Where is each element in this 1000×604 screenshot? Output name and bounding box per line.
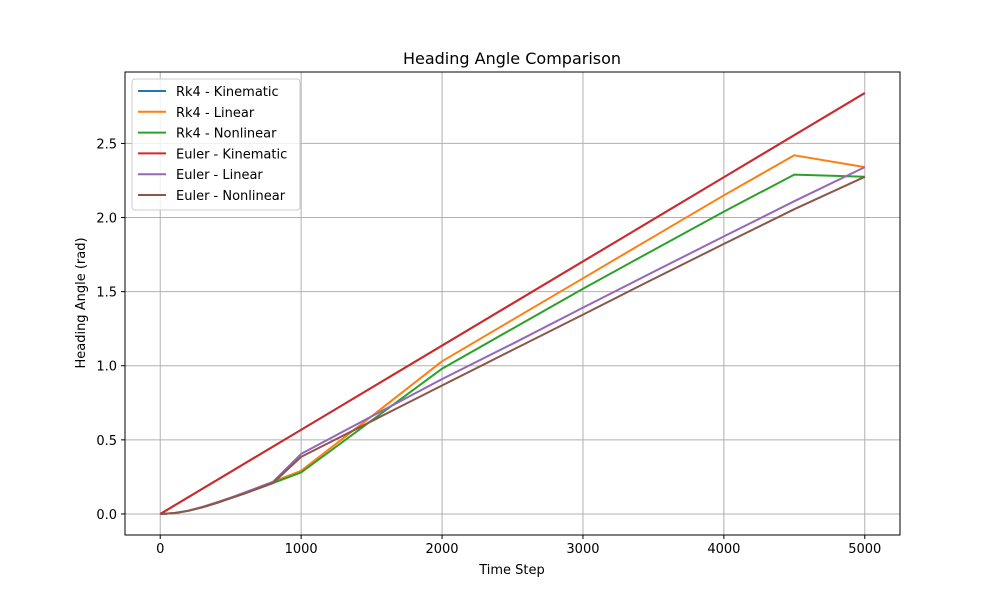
series-line-4 bbox=[159, 92, 866, 515]
legend: Rk4 - Kinematic Rk4 - Linear Rk4 - Nonline… bbox=[131, 78, 301, 211]
legend-label: Euler - Linear bbox=[176, 168, 263, 183]
y-tick-label: 2.0 bbox=[96, 212, 117, 227]
legend-label: Rk4 - Linear bbox=[176, 106, 255, 121]
x-tick-label: 0 bbox=[156, 542, 164, 557]
legend-label: Rk4 - Nonlinear bbox=[176, 127, 277, 142]
series-lines bbox=[159, 92, 866, 515]
y-tick-label: 1.5 bbox=[96, 286, 117, 301]
x-tick-label: 1000 bbox=[285, 542, 318, 557]
grid-lines bbox=[125, 72, 900, 535]
axis-ticks: 0 1000 2000 3000 4000 5000 0.0 0.5 1.0 1.5 2.0 2.5 bbox=[96, 137, 881, 557]
y-tick-label: 0.5 bbox=[96, 434, 117, 449]
x-tick-label: 2000 bbox=[425, 542, 458, 557]
y-axis-label: Heading Angle (rad) bbox=[74, 237, 89, 368]
x-tick-label: 5000 bbox=[848, 542, 881, 557]
y-tick-label: 0.0 bbox=[96, 508, 117, 523]
plot-area-frame bbox=[124, 71, 901, 536]
y-tick-label: 1.0 bbox=[96, 360, 117, 375]
y-tick-label: 2.5 bbox=[96, 137, 117, 152]
chart-title: Heading Angle Comparison bbox=[403, 49, 621, 68]
series-line-6 bbox=[160, 175, 866, 515]
x-tick-label: 4000 bbox=[707, 542, 740, 557]
legend-label: Euler - Nonlinear bbox=[176, 189, 286, 204]
x-tick-label: 3000 bbox=[566, 542, 599, 557]
legend-label: Euler - Kinematic bbox=[176, 147, 287, 162]
x-axis-label: Time Step bbox=[478, 563, 545, 578]
legend-box bbox=[131, 78, 301, 211]
legend-label: Rk4 - Kinematic bbox=[176, 85, 279, 100]
